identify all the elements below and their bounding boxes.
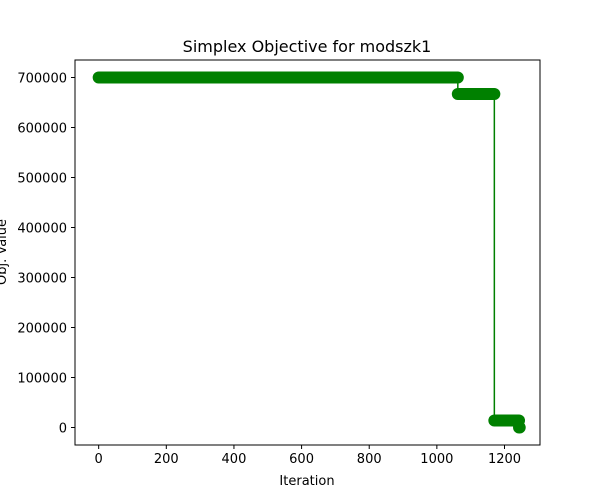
x-tick-label: 1000 <box>420 452 453 467</box>
x-tick-label: 400 <box>222 452 247 467</box>
x-axis: 0 200 400 600 800 1000 1200 <box>95 445 521 467</box>
x-tick-label: 600 <box>289 452 314 467</box>
y-tick-label: 400000 <box>17 222 67 237</box>
x-tick-label: 800 <box>357 452 382 467</box>
x-tick-label: 0 <box>95 452 103 467</box>
y-axis-label: Obj. Value <box>0 219 10 285</box>
y-axis: 0 100000 200000 300000 400000 500000 600000 700… <box>17 72 75 437</box>
x-tick-label: 200 <box>154 452 179 467</box>
y-tick-label: 0 <box>59 422 67 437</box>
plot-area <box>92 71 526 434</box>
series-line <box>98 76 520 429</box>
y-tick-label: 500000 <box>17 172 67 187</box>
chart-title: Simplex Objective for modszk1 <box>183 37 432 56</box>
y-tick-label: 200000 <box>17 322 67 337</box>
y-tick-label: 700000 <box>17 72 67 87</box>
x-axis-label: Iteration <box>279 474 334 489</box>
y-tick-label: 100000 <box>17 372 67 387</box>
axes-frame <box>74 59 541 446</box>
y-tick-label: 600000 <box>17 122 67 137</box>
y-tick-label: 300000 <box>17 272 67 287</box>
x-tick-label: 1200 <box>488 452 521 467</box>
